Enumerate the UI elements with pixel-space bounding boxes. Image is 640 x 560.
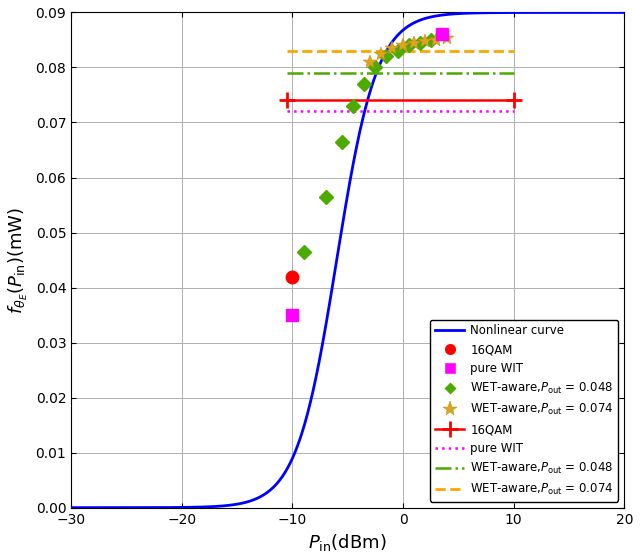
Y-axis label: $f_{\theta_E}(P_{\mathrm{in}})$(mW): $f_{\theta_E}(P_{\mathrm{in}})$(mW) (7, 207, 30, 314)
X-axis label: $P_{\mathrm{in}}$(dBm): $P_{\mathrm{in}}$(dBm) (308, 532, 387, 553)
Legend: Nonlinear curve, 16QAM, pure WIT, WET-aware,$P_{\mathrm{out}}$ = 0.048, WET-awar: Nonlinear curve, 16QAM, pure WIT, WET-aw… (430, 320, 618, 502)
